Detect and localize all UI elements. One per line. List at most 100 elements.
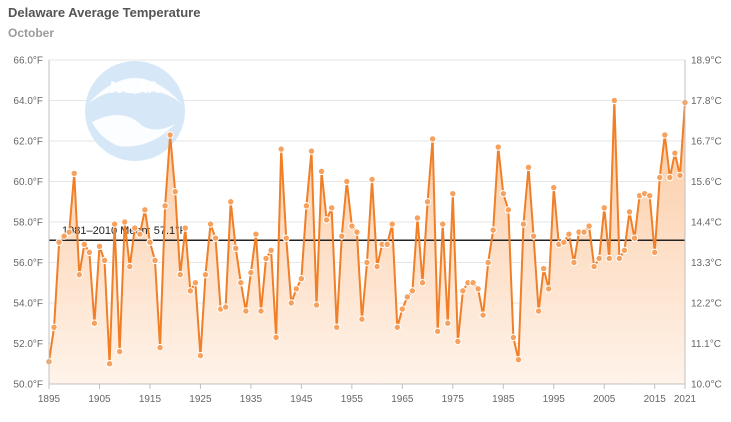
data-point bbox=[307, 147, 316, 155]
data-point bbox=[393, 323, 401, 331]
data-point bbox=[262, 254, 270, 263]
data-point bbox=[413, 214, 422, 222]
x-tick-label: 1965 bbox=[391, 394, 414, 405]
data-point bbox=[338, 232, 346, 240]
noaa-logo-text: NOAA bbox=[110, 78, 160, 97]
data-point bbox=[454, 337, 462, 346]
data-point bbox=[196, 351, 205, 360]
data-point bbox=[75, 270, 83, 279]
data-point bbox=[479, 311, 487, 319]
data-point bbox=[50, 323, 58, 331]
data-point bbox=[70, 169, 78, 178]
data-point bbox=[459, 287, 467, 295]
y-tick-label: 66.0°F bbox=[13, 56, 43, 67]
data-point bbox=[383, 240, 391, 248]
x-tick-label: 1975 bbox=[442, 394, 465, 405]
noaa-logo: NOAA bbox=[85, 61, 185, 161]
x-tick-label: 1985 bbox=[492, 394, 515, 405]
data-point bbox=[95, 242, 104, 251]
data-point bbox=[539, 264, 548, 273]
data-point bbox=[418, 279, 427, 287]
data-point bbox=[100, 256, 109, 265]
data-point bbox=[146, 238, 154, 246]
data-point bbox=[343, 177, 351, 186]
data-point bbox=[489, 226, 497, 234]
y-tick-label: 64.0°F bbox=[13, 96, 43, 107]
data-point bbox=[560, 238, 568, 246]
data-point bbox=[121, 218, 129, 226]
y2-tick-label: 18.9°C bbox=[691, 56, 722, 67]
data-point bbox=[509, 333, 518, 342]
data-point bbox=[610, 96, 619, 105]
data-point bbox=[550, 183, 558, 192]
data-point bbox=[282, 234, 290, 242]
data-point bbox=[136, 230, 144, 238]
data-point bbox=[403, 293, 412, 301]
y2-tick-label: 14.4°C bbox=[691, 218, 722, 229]
data-point bbox=[444, 319, 452, 327]
data-point bbox=[201, 270, 210, 279]
y-tick-label: 58.0°F bbox=[13, 218, 43, 229]
data-point bbox=[287, 299, 295, 307]
y2-tick-label: 16.7°C bbox=[691, 137, 722, 148]
data-point bbox=[580, 228, 588, 236]
data-point bbox=[166, 131, 174, 139]
data-point bbox=[570, 258, 578, 267]
data-point bbox=[449, 189, 457, 198]
data-point bbox=[428, 135, 437, 143]
data-point bbox=[534, 307, 543, 315]
data-point bbox=[595, 254, 603, 263]
data-point bbox=[353, 228, 361, 236]
data-point bbox=[666, 173, 674, 182]
y-tick-label: 52.0°F bbox=[13, 339, 43, 350]
data-point bbox=[484, 258, 492, 267]
data-point bbox=[671, 149, 679, 157]
data-point bbox=[277, 145, 285, 153]
data-point bbox=[524, 163, 533, 172]
data-point bbox=[272, 333, 280, 342]
data-point bbox=[514, 356, 523, 364]
data-point bbox=[474, 285, 482, 293]
data-point bbox=[348, 222, 356, 230]
data-point bbox=[292, 285, 301, 293]
data-point bbox=[423, 198, 432, 206]
y-tick-label: 50.0°F bbox=[13, 380, 43, 391]
data-point bbox=[302, 202, 311, 210]
x-tick-label: 1915 bbox=[139, 394, 162, 405]
data-point bbox=[519, 220, 528, 228]
data-point bbox=[545, 285, 553, 293]
y-tick-label: 56.0°F bbox=[13, 258, 43, 269]
data-point bbox=[327, 204, 336, 212]
data-point bbox=[620, 246, 629, 255]
data-point bbox=[55, 238, 63, 246]
data-point bbox=[252, 230, 260, 238]
data-point bbox=[630, 234, 639, 242]
data-point bbox=[227, 198, 235, 206]
data-point bbox=[297, 275, 306, 283]
x-tick-label: 2015 bbox=[644, 394, 667, 405]
data-point bbox=[206, 220, 215, 228]
data-point bbox=[257, 307, 265, 315]
y-tick-label: 60.0°F bbox=[13, 177, 43, 188]
data-point bbox=[85, 248, 94, 257]
data-point bbox=[151, 256, 159, 265]
data-point bbox=[615, 254, 624, 263]
data-point bbox=[358, 315, 366, 323]
data-point bbox=[368, 175, 376, 184]
x-tick-label: 1955 bbox=[341, 394, 364, 405]
data-point bbox=[469, 279, 477, 287]
area-fill bbox=[49, 100, 685, 384]
data-point bbox=[625, 208, 634, 216]
data-point bbox=[211, 234, 220, 242]
data-point bbox=[585, 222, 593, 230]
data-point bbox=[80, 240, 89, 248]
data-point bbox=[237, 279, 245, 287]
data-point bbox=[661, 131, 669, 139]
data-point bbox=[110, 220, 119, 228]
y-tick-label: 54.0°F bbox=[13, 299, 43, 310]
data-point bbox=[373, 262, 381, 271]
data-point bbox=[161, 202, 169, 210]
data-point bbox=[322, 216, 331, 224]
data-point bbox=[388, 220, 396, 228]
